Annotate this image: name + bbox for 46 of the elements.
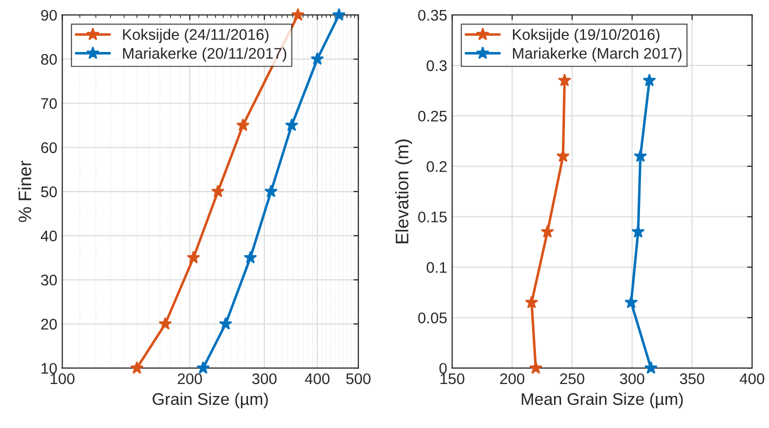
- point: [624, 296, 638, 308]
- x-tick-label: 150: [440, 373, 464, 384]
- x-tick-label: 100: [50, 373, 74, 384]
- legend-label: Mariakerke (March 2017): [513, 48, 682, 62]
- x-tick-label: 300: [252, 373, 277, 384]
- y-tick-label: 80: [41, 54, 57, 65]
- y-tick-label: 0.35: [418, 10, 447, 21]
- y-tick-label: 0.15: [418, 212, 447, 222]
- y-axis-title: Elevation (m): [395, 139, 412, 244]
- x-axis-title: Grain Size (µm): [152, 392, 268, 408]
- point: [558, 74, 572, 86]
- x-tick-label: 200: [500, 373, 524, 384]
- y-tick-label: 10: [42, 362, 57, 374]
- point: [529, 361, 542, 374]
- x-tick-label: 300: [620, 373, 644, 384]
- point: [634, 149, 648, 162]
- y-tick-label: 20: [41, 318, 57, 330]
- y-tick-label: 0.3: [426, 60, 447, 72]
- y-tick-label: 60: [41, 142, 57, 154]
- y-tick-label: 0.2: [426, 161, 447, 172]
- x-tick-label: 400: [304, 373, 330, 384]
- point: [556, 149, 570, 162]
- y-tick-label: 50: [41, 186, 57, 198]
- legend-label: Koksijde (24/11/2016): [123, 28, 268, 43]
- x-tick-label: 350: [680, 373, 704, 384]
- point: [631, 224, 645, 238]
- y-tick-label: 40: [40, 230, 57, 242]
- point: [540, 224, 554, 238]
- y-tick-label: 30: [41, 274, 57, 286]
- x-tick-label: 250: [560, 373, 584, 384]
- y-axis-title: % Finer: [18, 160, 32, 222]
- y-tick-label: 0.05: [418, 312, 447, 324]
- x-tick-label: 400: [740, 373, 764, 384]
- y-tick-label: 0: [439, 362, 447, 374]
- y-tick-label: 0.1: [426, 262, 447, 273]
- legend-label: Mariakerke (20/11/2017): [123, 48, 286, 62]
- y-tick-label: 0.25: [418, 110, 447, 122]
- y-tick-label: 70: [41, 98, 57, 109]
- x-tick-label: 500: [346, 373, 371, 384]
- point: [524, 296, 538, 308]
- y-tick-label: 90: [41, 10, 57, 21]
- x-axis-title: Mean Grain Size (µm): [522, 392, 683, 408]
- x-tick-label: 200: [178, 373, 202, 384]
- point: [642, 74, 656, 86]
- legend-label: Koksijde (19/10/2016): [513, 28, 660, 43]
- point: [644, 361, 658, 374]
